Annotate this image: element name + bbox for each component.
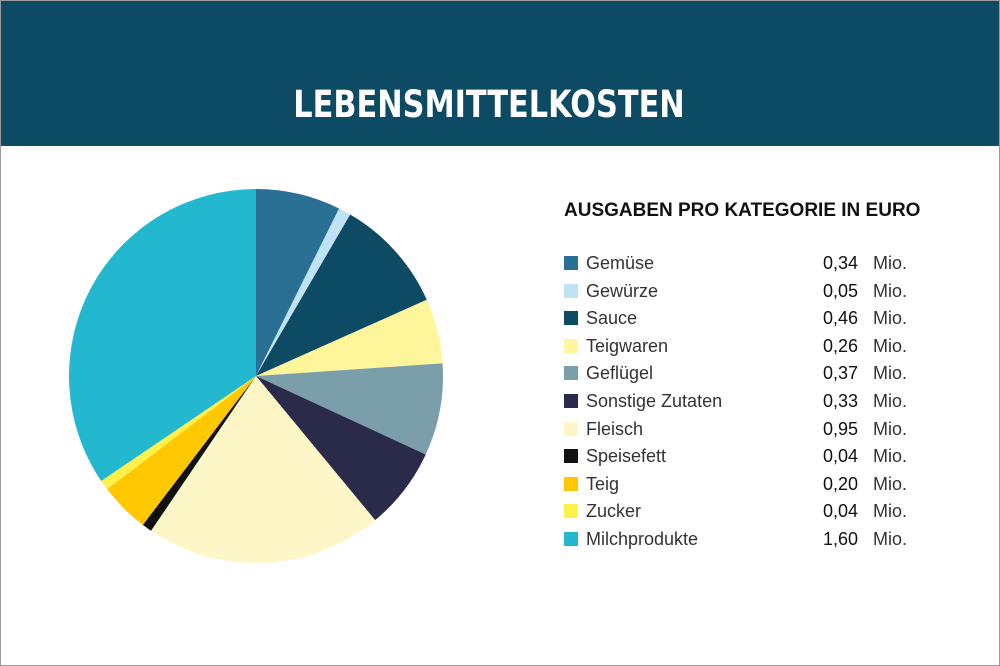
legend-value: 0,04 <box>822 446 858 467</box>
legend-label: Gemüse <box>586 253 655 273</box>
pie-slice-geflügel <box>256 363 443 455</box>
legend-swatch <box>564 421 578 436</box>
pie-slice-sonstige-zutaten <box>256 376 426 521</box>
legend-unit: Mio. <box>873 473 908 494</box>
legend-unit: Mio. <box>873 390 908 411</box>
legend-swatch <box>564 393 578 408</box>
legend: Gemüse 0,34 Mio. Gewürze 0,05 Mio. Sauce 0,46 Mi… <box>564 251 944 555</box>
legend-value: 0,46 <box>822 308 858 329</box>
legend-item: Sauce 0,46 Mio. <box>564 306 944 334</box>
pie-slice-milchprodukte <box>69 189 256 481</box>
legend-unit: Mio. <box>873 446 908 467</box>
legend-item: Teigwaren 0,26 Mio. <box>564 334 944 362</box>
pie-slice-gewürze <box>256 208 351 376</box>
legend-label: Gewürze <box>586 280 659 301</box>
legend-swatch <box>564 311 578 326</box>
legend-value: 1,60 <box>822 528 858 549</box>
legend-swatch <box>564 476 578 491</box>
page-title: LEBENSMITTELKOSTEN <box>293 83 685 126</box>
legend-swatch <box>564 338 578 353</box>
header-bar: LEBENSMITTELKOSTEN <box>1 1 999 146</box>
legend-unit: Mio. <box>873 363 908 384</box>
legend-unit: Mio. <box>873 501 908 522</box>
legend-item: Geflügel 0,37 Mio. <box>564 361 944 389</box>
pie-slice-gemüse <box>256 189 340 376</box>
legend-swatch <box>564 504 578 519</box>
legend-label: Speisefett <box>586 446 667 467</box>
pie-slice-zucker <box>101 376 256 490</box>
legend-swatch <box>564 283 578 298</box>
legend-swatch <box>564 366 578 381</box>
legend-value: 0,04 <box>822 501 858 522</box>
legend-value: 0,33 <box>822 390 858 411</box>
legend-item: Teig 0,20 Mio. <box>564 472 944 500</box>
legend-title: AUSGABEN PRO KATEGORIE IN EURO <box>564 200 921 221</box>
legend-value: 0,20 <box>822 473 858 494</box>
legend-item: Fleisch 0,95 Mio. <box>564 417 944 445</box>
legend-item: Zucker 0,04 Mio. <box>564 499 944 527</box>
legend-item: Milchprodukte 1,60 Mio. <box>564 527 944 555</box>
legend-label: Zucker <box>586 501 642 522</box>
legend-value: 0,95 <box>822 418 858 439</box>
legend-swatch <box>564 449 578 464</box>
pie-chart <box>69 189 443 563</box>
legend-value: 0,05 <box>822 280 858 301</box>
legend-swatch <box>564 256 578 270</box>
pie-slice-teigwaren <box>256 299 443 376</box>
legend-value: 0,34 <box>822 253 858 273</box>
legend-label: Teigwaren <box>586 335 669 356</box>
legend-label: Fleisch <box>586 418 644 439</box>
legend-label: Teig <box>586 473 620 494</box>
legend-item: Sonstige Zutaten 0,33 Mio. <box>564 389 944 417</box>
legend-unit: Mio. <box>873 308 908 329</box>
legend-label: Sonstige Zutaten <box>586 390 723 411</box>
legend-item: Speisefett 0,04 Mio. <box>564 444 944 472</box>
legend-label: Geflügel <box>586 363 654 384</box>
legend-unit: Mio. <box>873 280 908 301</box>
pie-slice-teig <box>107 376 256 525</box>
legend-item: Gewürze 0,05 Mio. <box>564 279 944 307</box>
legend-unit: Mio. <box>873 253 908 273</box>
legend-value: 0,26 <box>822 335 858 356</box>
pie-slice-sauce <box>256 214 427 376</box>
pie-slice-speisefett <box>142 376 256 531</box>
legend-unit: Mio. <box>873 528 908 549</box>
legend-unit: Mio. <box>873 335 908 356</box>
legend-label: Milchprodukte <box>586 528 699 549</box>
legend-unit: Mio. <box>873 418 908 439</box>
pie-slice-fleisch <box>151 376 376 563</box>
legend-swatch <box>564 531 578 546</box>
legend-item: Gemüse 0,34 Mio. <box>564 251 944 279</box>
legend-label: Sauce <box>586 308 638 329</box>
legend-value: 0,37 <box>822 363 858 384</box>
